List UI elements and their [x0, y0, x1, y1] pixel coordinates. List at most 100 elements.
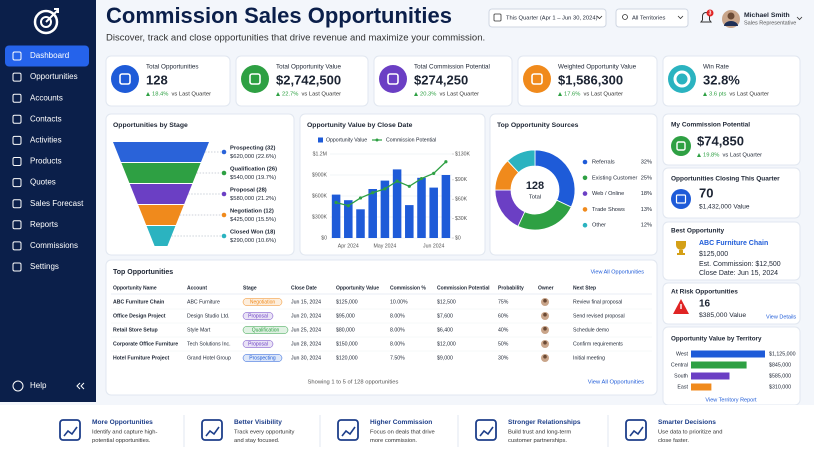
chevron — [796, 16, 803, 21]
best-value: $125,000 — [699, 251, 728, 258]
card-title: Opportunities Closing This Quarter — [671, 176, 780, 183]
legend-dot — [582, 191, 588, 196]
legend-label: Referrals — [592, 159, 615, 165]
user-name: Michael Smith — [744, 12, 790, 19]
kpi-note: vs Last Quarter — [301, 92, 341, 98]
table-link[interactable]: View All Opportunities — [591, 269, 645, 275]
table-cell: Retail Store Setup — [113, 327, 158, 333]
up-arrow — [146, 92, 150, 96]
table-footer-link[interactable]: View All Opportunities — [588, 380, 644, 386]
y2-tick-label: $30K — [455, 216, 468, 222]
risk-link[interactable]: View Details — [766, 314, 796, 320]
nav-item[interactable]: Products — [30, 157, 62, 166]
table-cell: Design Studio Ltd. — [187, 313, 229, 319]
kpi-value: $2,742,500 — [276, 72, 341, 87]
kpi-value: $1,586,300 — [558, 72, 623, 87]
stage-value: $540,000 (19.7%) — [230, 175, 276, 181]
territory-filter[interactable] — [615, 8, 689, 28]
user-role: Sales Representative — [744, 20, 796, 26]
bar — [380, 180, 390, 238]
calendar-glyph — [675, 194, 687, 204]
benefit-text: Identify and capture high- — [92, 430, 157, 436]
period-filter[interactable] — [488, 8, 607, 28]
territory-bar — [691, 372, 730, 380]
closing-count: 70 — [699, 185, 713, 200]
nav-item[interactable]: Accounts — [30, 93, 63, 102]
page-subtitle: Discover, track and close opportunities … — [106, 33, 485, 44]
bar — [344, 200, 353, 238]
kpi-value: 128 — [146, 72, 168, 87]
up-arrow — [558, 92, 562, 96]
up-arrow — [276, 92, 280, 96]
stage-value: $580,000 (21.2%) — [230, 196, 276, 202]
legend-dot — [582, 207, 588, 212]
kpi-change: 20.3% — [420, 92, 436, 98]
territory-bar — [691, 383, 712, 391]
y2-tick-label: $60K — [455, 197, 468, 203]
table-cell: ABC Furniture Chain — [113, 299, 164, 305]
table-cell: $80,000 — [336, 327, 355, 333]
legend-value: 13% — [641, 207, 652, 213]
nav-icon — [12, 114, 22, 124]
nav-item[interactable]: Opportunities — [30, 72, 78, 81]
table-cell: 50% — [498, 341, 509, 347]
benefit-text: Focus on deals that drive — [370, 430, 435, 436]
up-arrow — [703, 92, 707, 96]
table-cell: ABC Furniture — [187, 299, 220, 305]
logo-ring — [40, 16, 52, 28]
table-cell: $7,600 — [437, 313, 453, 319]
stage-label: Qualification (26) — [230, 167, 277, 173]
donut-slice — [507, 149, 536, 174]
nav-item[interactable]: Reports — [30, 220, 58, 229]
y-tick-label: $300K — [312, 214, 328, 220]
table-cell: Grand Hotel Group — [187, 355, 231, 361]
territory-label: West — [676, 351, 688, 357]
risk-card — [662, 282, 801, 325]
x-tick-label: Jun 2024 — [423, 243, 444, 249]
nav-active — [5, 45, 89, 67]
nav-item[interactable]: Quotes — [30, 178, 56, 187]
stage-badge-label: Proposal — [248, 341, 268, 347]
line-point — [432, 171, 436, 175]
line-point — [334, 200, 338, 205]
table-cell: Jun 28, 2024 — [291, 341, 321, 347]
stage-badge — [242, 312, 274, 320]
benefit-icon — [625, 419, 647, 441]
risk-value: $385,000 Value — [699, 312, 746, 319]
stage-label: Prospecting (32) — [230, 146, 275, 152]
bar — [441, 175, 451, 238]
legend-label: Web / Online — [592, 191, 624, 197]
nav-item[interactable]: Settings — [30, 262, 59, 271]
nav-icon — [12, 51, 22, 61]
nav-item[interactable]: Commissions — [30, 241, 78, 250]
bar — [356, 209, 365, 238]
funnel-stage — [129, 184, 193, 204]
nav-item[interactable]: Contacts — [30, 114, 62, 123]
closing-value: $1,432,000 Value — [699, 204, 750, 211]
territory-value: $1,125,000 — [769, 351, 796, 357]
funnel-stage — [146, 226, 176, 246]
kpi-change: 22.7% — [282, 92, 298, 98]
y2-tick-label: $90K — [455, 177, 468, 183]
benefit-icon — [475, 419, 497, 441]
kpi-icon — [241, 65, 269, 93]
kpi-value: 32.8% — [703, 72, 740, 87]
benefit-text: Build trust and long-term — [508, 430, 571, 436]
help-link[interactable]: Help — [30, 381, 47, 390]
chevron — [596, 15, 603, 20]
column-header: Commission % — [390, 285, 426, 291]
kpi-note: vs Last Quarter — [729, 92, 769, 98]
owner-head — [543, 340, 547, 345]
best-name: ABC Furniture Chain — [699, 240, 768, 247]
stage-value: $425,000 (15.5%) — [230, 217, 276, 223]
nav-item[interactable]: Sales Forecast — [30, 199, 84, 208]
owner-head — [543, 326, 547, 331]
territory-value: $845,000 — [769, 362, 791, 368]
funnel-stage — [113, 142, 209, 162]
stage-dot — [221, 191, 227, 197]
nav-item[interactable]: Dashboard — [30, 51, 69, 60]
bar — [331, 194, 341, 238]
nav-item[interactable]: Activities — [30, 136, 62, 145]
territory-link[interactable]: View Territory Report — [705, 397, 757, 403]
logo-arrow — [45, 8, 59, 23]
